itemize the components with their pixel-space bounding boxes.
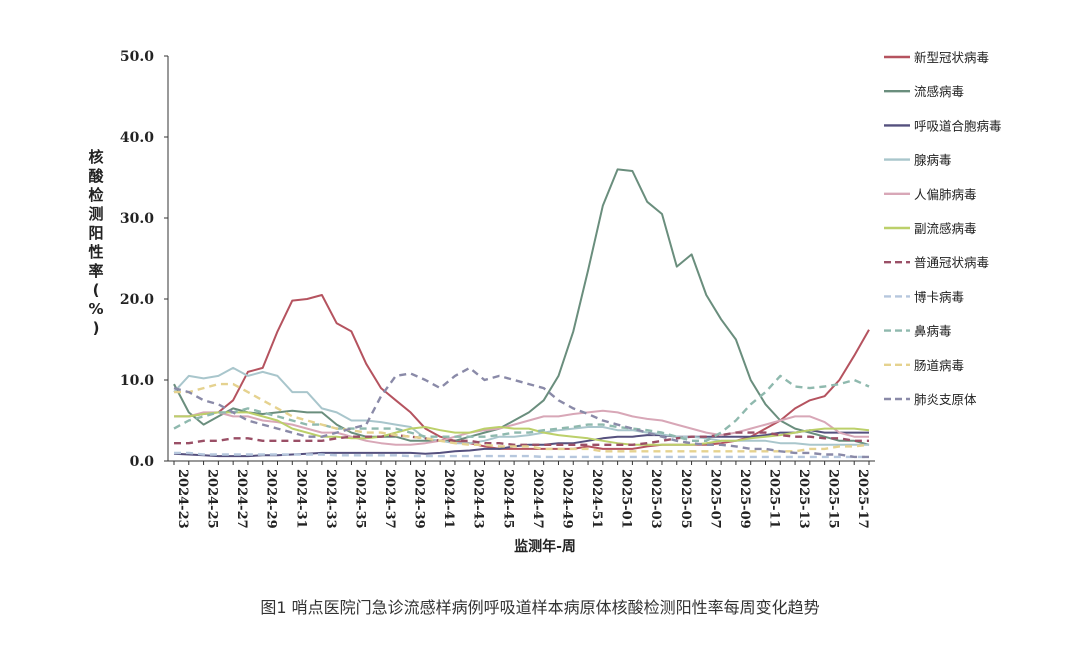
x-tick-label: 2024-29: [264, 469, 279, 529]
x-tick-label: 2024-41: [441, 469, 456, 529]
legend: 新型冠状病毒流感病毒呼吸道合胞病毒腺病毒人偏肺病毒副流感病毒普通冠状病毒博卡病毒…: [884, 50, 1002, 407]
series-lines: [173, 168, 870, 459]
y-tick-label: 40.0: [120, 130, 154, 146]
series-line: [173, 374, 870, 442]
series-line: [173, 366, 869, 446]
legend-label: 呼吸道合胞病毒: [914, 118, 1002, 133]
legend-label: 流感病毒: [914, 84, 964, 99]
legend-label: 肠道病毒: [914, 358, 964, 373]
y-axis-label: 核酸检测阳性率(%): [88, 148, 104, 337]
series-line: [174, 451, 869, 459]
x-tick-label: 2025-01: [619, 469, 634, 529]
x-tick-label: 2025-07: [707, 469, 722, 529]
x-tick-label: 2024-43: [471, 469, 486, 529]
series-line: [173, 366, 869, 459]
series-line: [174, 294, 870, 450]
x-tick-label: 2024-27: [234, 469, 249, 529]
x-tick-label: 2025-11: [766, 469, 781, 529]
series-line: [174, 431, 869, 446]
x-tick-label: 2024-51: [589, 469, 604, 529]
figure-caption: 图1 哨点医院门急诊流感样病例呼吸道样本病原体核酸检测阳性率每周变化趋势: [260, 598, 820, 617]
x-tick-label: 2025-15: [826, 469, 841, 529]
x-tick-label: 2024-31: [293, 469, 308, 529]
x-tick-label: 2024-35: [352, 469, 367, 529]
y-tick-label: 0.0: [130, 454, 155, 470]
y-ticks: 0.0 10.0 20.0 30.0 40.0 50.0: [120, 49, 168, 470]
y-tick-label: 30.0: [120, 211, 154, 227]
legend-label: 新型冠状病毒: [914, 50, 989, 65]
x-ticks: 2024-23 2024-25 2024-27 2024-29 2024-31 2024-…: [173, 461, 870, 529]
legend-label: 人偏肺病毒: [914, 187, 977, 202]
series-line: [174, 382, 870, 453]
legend-label: 普通冠状病毒: [914, 255, 989, 270]
legend-label: 鼻病毒: [914, 324, 952, 339]
x-tick-label: 2024-33: [323, 469, 338, 529]
legend-label: 肺炎支原体: [914, 392, 977, 407]
x-tick-label: 2024-47: [530, 469, 545, 529]
axes: [167, 56, 875, 462]
legend-label: 腺病毒: [914, 153, 952, 168]
x-tick-label: 2025-13: [796, 469, 811, 529]
x-tick-label: 2025-05: [678, 469, 693, 529]
x-tick-label: 2024-25: [205, 469, 220, 529]
y-tick-label: 50.0: [120, 49, 154, 65]
x-tick-label: 2025-17: [855, 469, 870, 529]
x-axis-label: 监测年-周: [514, 539, 576, 555]
x-tick-label: 2024-37: [382, 469, 397, 529]
x-tick-label: 2024-23: [175, 469, 190, 529]
series-line: [174, 411, 870, 446]
legend-label: 博卡病毒: [914, 289, 964, 304]
legend-label: 副流感病毒: [914, 221, 977, 236]
x-tick-label: 2024-39: [412, 469, 427, 529]
y-tick-label: 20.0: [120, 292, 154, 308]
x-tick-label: 2024-49: [559, 469, 574, 529]
series-line: [173, 168, 870, 446]
x-tick-label: 2025-03: [648, 469, 663, 529]
y-tick-label: 10.0: [120, 373, 154, 389]
x-tick-label: 2025-09: [737, 469, 752, 529]
x-tick-label: 2024-45: [500, 469, 515, 529]
series-line: [174, 409, 869, 446]
